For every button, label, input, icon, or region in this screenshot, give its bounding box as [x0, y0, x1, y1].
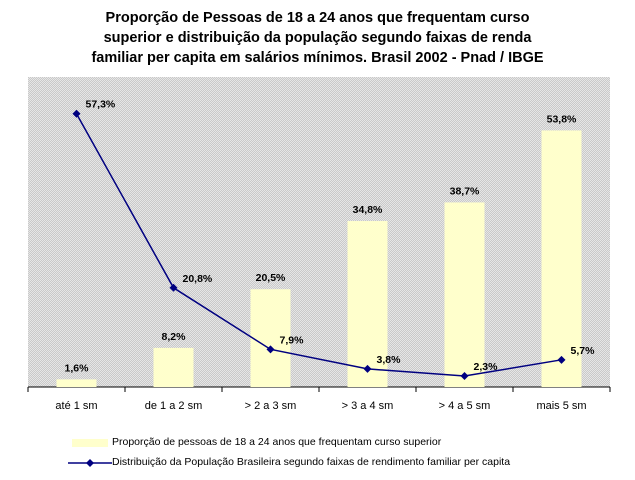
- chart-title-line-3: familiar per capita em salários mínimos.…: [91, 50, 544, 66]
- line-data-label: 20,8%: [183, 273, 213, 285]
- bar: [347, 221, 388, 387]
- line-point-marker: [169, 283, 178, 292]
- bar-data-label: 1,6%: [65, 362, 90, 374]
- bar: [444, 202, 485, 387]
- line-point-marker: [72, 109, 81, 118]
- bar: [56, 379, 97, 387]
- x-tick-label: mais 5 sm: [536, 400, 586, 412]
- line-data-label: 2,3%: [474, 361, 499, 373]
- bar-data-label: 20,5%: [256, 272, 286, 284]
- bar: [541, 130, 582, 387]
- legend-line-swatch: [68, 459, 112, 467]
- bar-data-label: 34,8%: [353, 204, 383, 216]
- line-data-label: 7,9%: [280, 334, 305, 346]
- bar-data-label: 8,2%: [162, 331, 187, 343]
- x-tick-label: > 3 a 4 sm: [342, 400, 394, 412]
- legend-bar-swatch: [72, 439, 108, 447]
- series-line: [75, 113, 562, 377]
- line-point-marker: [363, 364, 372, 373]
- line-point-marker: [266, 345, 275, 354]
- line-data-label: 5,7%: [571, 345, 596, 357]
- bar-data-label: 38,7%: [450, 185, 480, 197]
- plot-area: [28, 77, 610, 387]
- chart-title: Proporção de Pessoas de 18 a 24 anos que…: [0, 8, 635, 68]
- x-tick-label: até 1 sm: [55, 400, 97, 412]
- chart-title-line-1: Proporção de Pessoas de 18 a 24 anos que…: [105, 10, 530, 26]
- line-point-marker: [557, 355, 566, 364]
- x-tick-label: > 2 a 3 sm: [245, 400, 297, 412]
- x-tick-label: de 1 a 2 sm: [145, 400, 202, 412]
- line-point-marker: [460, 372, 469, 381]
- chart-title-line-2: superior e distribuição da população seg…: [103, 30, 532, 46]
- line-data-label: 57,3%: [86, 99, 116, 111]
- bar: [153, 347, 194, 387]
- line-data-label: 3,8%: [377, 354, 402, 366]
- legend-line-label: Distribuição da População Brasileira seg…: [112, 456, 511, 468]
- x-tick-label: > 4 a 5 sm: [439, 400, 491, 412]
- legend-bar-label: Proporção de pessoas de 18 a 24 anos que…: [112, 436, 442, 448]
- bar: [250, 289, 291, 387]
- bar-data-label: 53,8%: [547, 113, 577, 125]
